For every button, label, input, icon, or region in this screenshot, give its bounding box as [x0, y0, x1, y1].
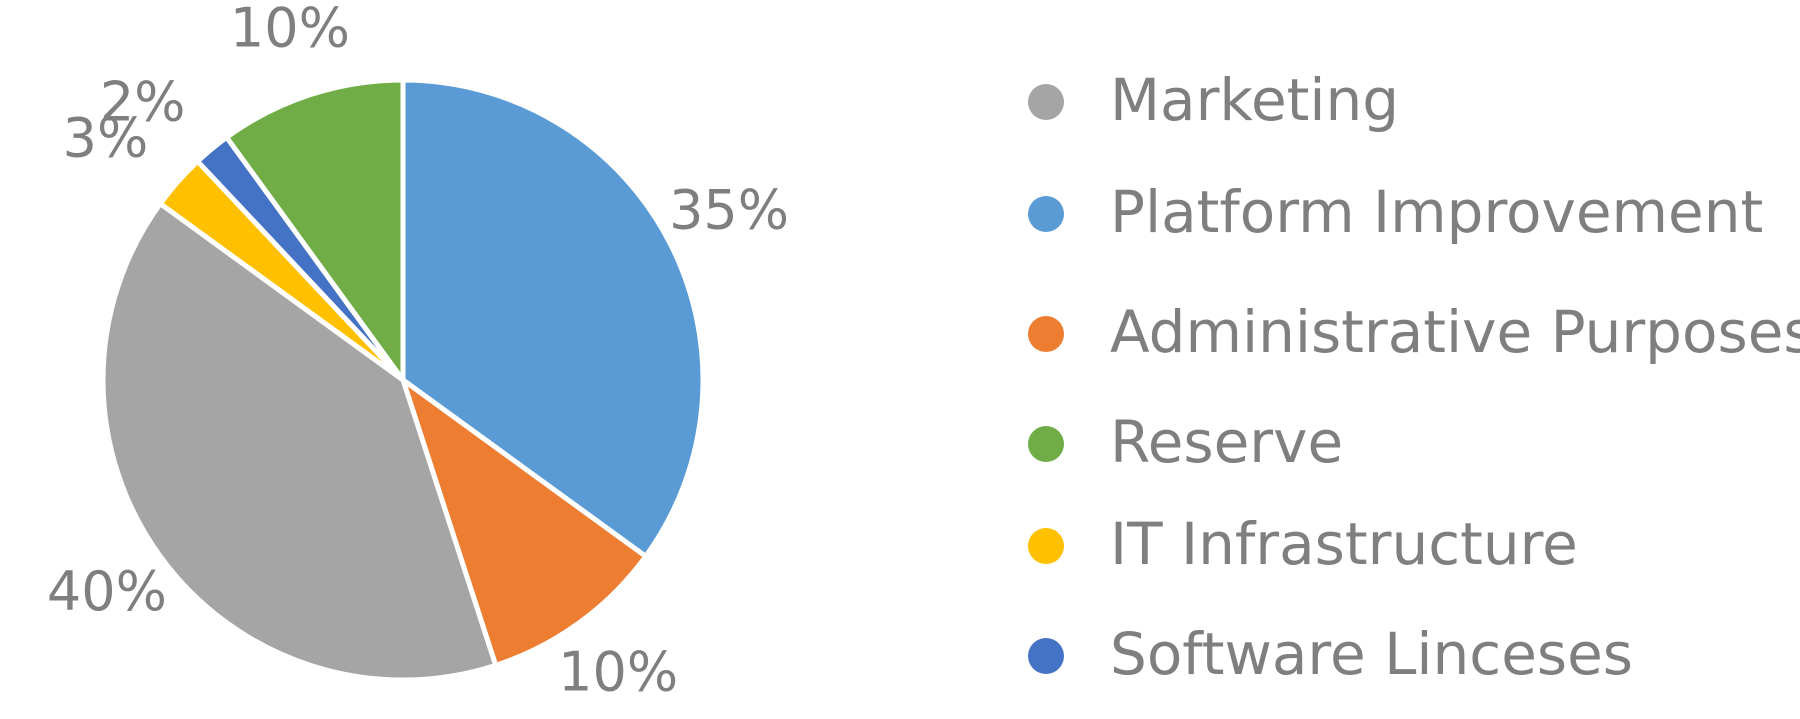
data-label-platform-improvement: 35%	[669, 178, 789, 241]
legend: Marketing Platform Improvement Administrat…	[1028, 66, 1800, 688]
legend-marker-it-infrastructure	[1028, 528, 1064, 564]
legend-label-it-infrastructure: IT Infrastructure	[1110, 510, 1578, 578]
data-label-it-infrastructure: 3%	[63, 106, 149, 169]
data-label-marketing: 40%	[47, 560, 167, 623]
data-label-reserve: 10%	[230, 0, 350, 60]
legend-marker-platform-improvement	[1028, 196, 1064, 232]
pie-slice-reserve	[224, 77, 406, 383]
legend-label-reserve: Reserve	[1110, 408, 1343, 476]
pie-slice-platform-improvement	[400, 77, 706, 559]
data-label-software-linceses: 2%	[100, 70, 186, 133]
legend-marker-marketing	[1028, 84, 1064, 120]
pie-data-labels: 35% 10% 40% 3%2% 10%	[47, 0, 789, 704]
legend-marker-reserve	[1028, 426, 1064, 462]
legend-marker-administrative-purposes	[1028, 316, 1064, 352]
pie-slice-marketing	[100, 201, 499, 683]
pie-slice-administrative-purposes	[400, 377, 649, 668]
data-label-administrative-purposes: 10%	[558, 641, 678, 704]
pie-slices	[100, 77, 706, 683]
legend-label-marketing: Marketing	[1110, 66, 1399, 134]
legend-marker-software-linceses	[1028, 638, 1064, 674]
legend-label-administrative-purposes: Administrative Purposes	[1110, 298, 1800, 366]
legend-label-software-linceses: Software Linceses	[1110, 620, 1633, 688]
legend-label-platform-improvement: Platform Improvement	[1110, 178, 1763, 246]
